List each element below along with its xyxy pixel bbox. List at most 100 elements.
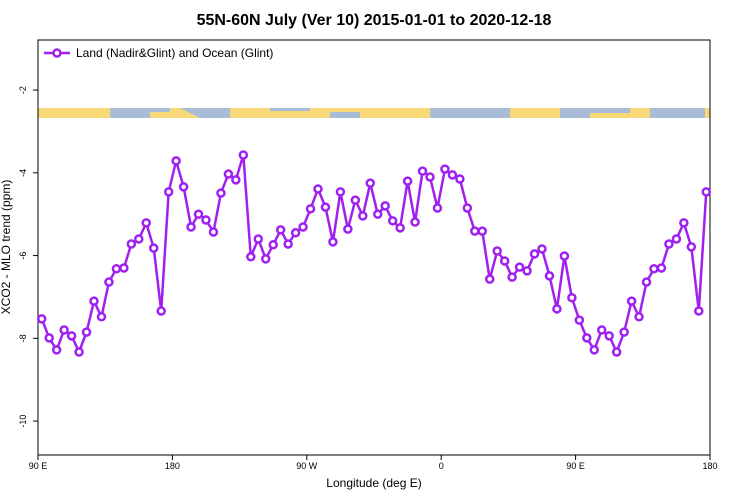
data-point bbox=[365, 178, 376, 188]
chart-title: 55N-60N July (Ver 10) 2015-01-01 to 2020… bbox=[197, 12, 552, 29]
legend-marker bbox=[52, 48, 62, 58]
data-point bbox=[589, 345, 600, 355]
data-point bbox=[208, 227, 219, 237]
data-point bbox=[537, 244, 547, 254]
data-point bbox=[111, 264, 122, 274]
data-point bbox=[81, 327, 92, 337]
data-point bbox=[44, 333, 54, 343]
data-point bbox=[320, 202, 331, 212]
data-point bbox=[372, 209, 383, 219]
data-point bbox=[679, 218, 689, 228]
data-point bbox=[596, 325, 607, 335]
data-point bbox=[574, 315, 585, 325]
data-point bbox=[283, 239, 293, 249]
data-point bbox=[335, 187, 346, 197]
data-point bbox=[178, 182, 189, 192]
x-tick-label: 180 bbox=[165, 461, 180, 471]
data-point bbox=[104, 277, 114, 287]
x-tick-label: 90 W bbox=[296, 461, 318, 471]
data-point bbox=[402, 176, 413, 186]
data-point bbox=[328, 237, 338, 247]
data-point bbox=[455, 174, 465, 184]
x-tick-label: 90 E bbox=[29, 461, 48, 471]
data-point bbox=[380, 201, 390, 211]
data-point bbox=[440, 164, 450, 174]
data-point bbox=[119, 263, 129, 273]
data-point bbox=[507, 272, 517, 282]
data-point bbox=[193, 209, 204, 219]
data-point bbox=[470, 226, 480, 236]
data-point bbox=[260, 254, 271, 264]
y-tick-label: -8 bbox=[18, 334, 28, 342]
data-point bbox=[664, 239, 674, 249]
data-point bbox=[350, 195, 361, 205]
y-tick-label: -2 bbox=[18, 86, 28, 94]
data-point bbox=[313, 184, 323, 194]
data-point bbox=[604, 331, 614, 341]
data-point bbox=[582, 333, 592, 343]
data-point bbox=[358, 211, 368, 221]
data-point bbox=[410, 217, 420, 227]
data-point bbox=[559, 251, 570, 261]
data-point bbox=[253, 234, 264, 244]
data-point bbox=[290, 228, 301, 238]
data-point bbox=[201, 215, 211, 225]
data-point bbox=[492, 246, 502, 256]
data-point bbox=[246, 252, 256, 262]
x-tick-label: 180 bbox=[702, 461, 717, 471]
data-point bbox=[89, 296, 99, 306]
data-point bbox=[522, 266, 532, 276]
data-point bbox=[186, 222, 196, 232]
data-point bbox=[156, 306, 166, 316]
data-point bbox=[305, 204, 316, 214]
data-point bbox=[134, 234, 144, 244]
data-point bbox=[499, 256, 510, 266]
data-point bbox=[552, 304, 562, 314]
data-point bbox=[701, 187, 712, 197]
data-point bbox=[238, 150, 249, 160]
data-point bbox=[163, 187, 174, 197]
data-point bbox=[275, 225, 286, 235]
legend-label: Land (Nadir&Glint) and Ocean (Glint) bbox=[76, 46, 273, 60]
data-point bbox=[432, 203, 443, 213]
x-tick-label: 90 E bbox=[566, 461, 585, 471]
data-point bbox=[66, 331, 77, 341]
data-point bbox=[96, 312, 107, 322]
data-point bbox=[417, 166, 428, 176]
data-point bbox=[656, 263, 667, 273]
data-point bbox=[686, 242, 697, 252]
data-point bbox=[484, 274, 495, 284]
x-axis-label: Longitude (deg E) bbox=[326, 476, 421, 490]
data-point bbox=[216, 188, 226, 198]
data-point bbox=[59, 325, 69, 335]
y-axis-label: XCO2 - MLO trend (ppm) bbox=[0, 180, 13, 315]
data-point bbox=[671, 234, 682, 244]
data-point bbox=[51, 345, 62, 355]
data-point bbox=[462, 203, 473, 213]
map-strip bbox=[38, 108, 710, 118]
data-point bbox=[171, 156, 181, 166]
data-point bbox=[694, 306, 704, 316]
data-point bbox=[626, 296, 637, 306]
data-point bbox=[298, 222, 308, 232]
data-point bbox=[544, 271, 555, 281]
data-point bbox=[477, 226, 488, 236]
data-point bbox=[425, 172, 435, 182]
plot-frame bbox=[37, 39, 711, 456]
data-point bbox=[74, 347, 84, 357]
data-point bbox=[611, 347, 622, 357]
data-point bbox=[634, 312, 644, 322]
y-tick-label: -10 bbox=[18, 415, 28, 428]
data-point bbox=[148, 243, 159, 253]
data-point bbox=[36, 314, 47, 324]
data-point bbox=[395, 223, 405, 233]
data-point bbox=[268, 240, 278, 250]
data-point bbox=[619, 327, 629, 337]
data-point bbox=[514, 262, 525, 272]
data-point bbox=[231, 175, 241, 185]
data-point bbox=[141, 218, 152, 228]
data-point bbox=[641, 277, 652, 287]
data-point bbox=[126, 239, 137, 249]
data-point bbox=[649, 264, 659, 274]
